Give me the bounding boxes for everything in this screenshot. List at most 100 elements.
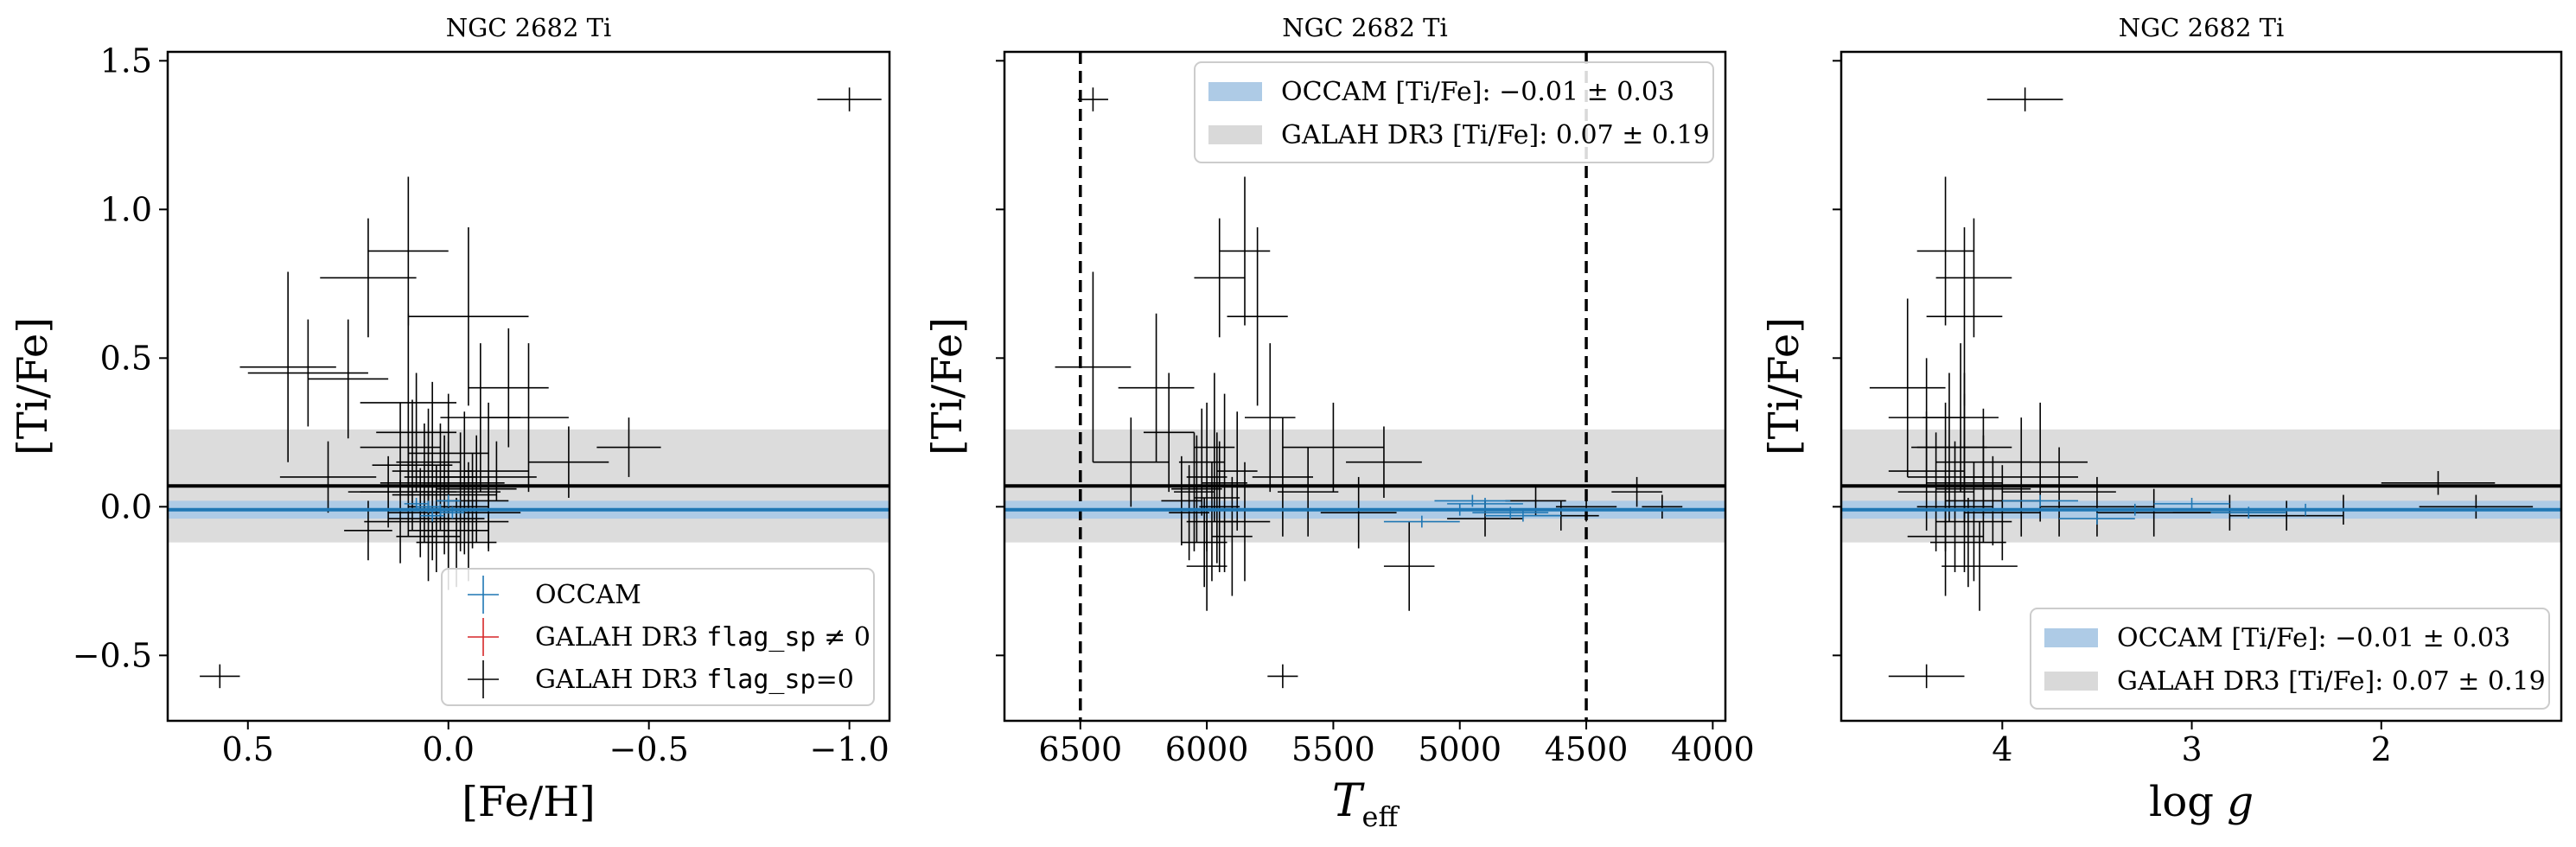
galah-point (596, 417, 661, 477)
galah-point (200, 664, 240, 689)
galah-point (1202, 393, 1247, 572)
x-tick-label: 4000 (1671, 730, 1755, 768)
axes-frame (166, 50, 891, 723)
legend-label: OCCAM (535, 580, 641, 610)
galah-point (428, 462, 509, 582)
legend-patch (1208, 125, 1262, 144)
legend-patch (2044, 628, 2098, 647)
occam-point (436, 494, 461, 507)
x-axis-label: Teff (1332, 775, 1400, 833)
x-tick-label: 0.0 (423, 730, 475, 768)
legend-label: OCCAM [Ti/Fe]: −0.01 ± 0.03 (1281, 77, 1674, 107)
x-axis-label: log g (2149, 778, 2254, 826)
galah-point (1930, 498, 2006, 588)
galah-point (2381, 471, 2496, 495)
galah-point (1888, 664, 1965, 689)
galah-point (1916, 176, 1974, 326)
legend-label: GALAH DR3 flag_sp ≠ 0 (535, 622, 870, 653)
y-tick-label: 1.5 (100, 41, 152, 80)
galah-point (1245, 343, 1296, 493)
legend-label: GALAH DR3 [Ti/Fe]: 0.07 ± 0.19 (1281, 120, 1710, 150)
galah-point (464, 441, 529, 501)
legend-entry: OCCAM (468, 576, 641, 614)
galah-point (1986, 87, 2063, 111)
galah-point (320, 218, 417, 338)
galah-point (348, 455, 429, 528)
legend-entry: GALAH DR3 [Ti/Fe]: 0.07 ± 0.19 (2044, 666, 2546, 697)
galah-point (1907, 476, 1984, 596)
legend-box (1194, 61, 1714, 163)
x-tick-label: 4500 (1545, 730, 1629, 768)
galah-point (2419, 494, 2534, 519)
occam-point (1434, 494, 1511, 507)
legend: OCCAM [Ti/Fe]: −0.01 ± 0.03 GALAH DR3 [Ti… (1194, 61, 1714, 163)
galah-point (1186, 521, 1227, 611)
galah-point (1383, 521, 1435, 611)
occam-point (2002, 494, 2079, 507)
legend-box (441, 568, 875, 706)
galah-point (1194, 373, 1235, 522)
x-axis-label: [Fe/H] (462, 778, 596, 826)
x-tick-label: 3 (2181, 730, 2202, 768)
y-axis-label: [Ti/Fe] (1760, 317, 1808, 455)
galah-point (360, 402, 441, 493)
x-tick-label: 2 (2371, 730, 2392, 768)
galah-point (1282, 402, 1384, 493)
panel-title: NGC 2682 Ti (1282, 13, 1448, 42)
axes-frame (1840, 50, 2563, 723)
galah-point (1911, 373, 1987, 522)
legend: OCCAM GALAH DR3 flag_sp ≠ 0 GALAH DR3 flag… (441, 568, 875, 706)
galah-point (1077, 87, 1108, 111)
galah-point (376, 373, 456, 493)
x-tick-label: 0.5 (222, 730, 274, 768)
occam-point (1485, 509, 1561, 522)
galah-point (1922, 343, 1999, 493)
legend-entry: OCCAM [Ti/Fe]: −0.01 ± 0.03 (1208, 77, 1674, 107)
occam-point (404, 498, 429, 510)
galah-point (392, 435, 497, 555)
legend-label: GALAH DR3 [Ti/Fe]: 0.07 ± 0.19 (2117, 666, 2546, 697)
panel-2: NGC 2682 Ti 6500 6000 5500 5000 4500 4000 Teff [… (923, 13, 1755, 833)
legend-patch (1208, 82, 1262, 101)
panel-title: NGC 2682 Ti (2119, 13, 2285, 42)
panel-title: NGC 2682 Ti (446, 13, 612, 42)
galah-point (1555, 492, 1617, 522)
plot-area (1004, 52, 1725, 721)
galah-point (1171, 435, 1222, 543)
occam-point (1447, 498, 1523, 510)
legend-patch (2044, 672, 2098, 691)
legend-entry: GALAH DR3 [Ti/Fe]: 0.07 ± 0.19 (1208, 120, 1710, 150)
legend-label: OCCAM [Ti/Fe]: −0.01 ± 0.03 (2117, 623, 2510, 653)
galah-point (1935, 218, 2012, 338)
legend-entry: GALAH DR3 flag_sp=0 (468, 660, 854, 698)
legend-entry: OCCAM [Ti/Fe]: −0.01 ± 0.03 (2044, 623, 2510, 653)
occam-point (2153, 498, 2230, 510)
y-tick-label: 0.0 (100, 487, 152, 525)
galah-point (1916, 441, 1993, 572)
x-tick-label: 6000 (1165, 730, 1249, 768)
galah-point (1055, 271, 1132, 462)
y-tick-label: −0.5 (73, 636, 152, 674)
galah-point (1267, 664, 1298, 689)
galah-point (367, 176, 449, 326)
galah-point (1143, 373, 1195, 493)
y-axis-label: [Ti/Fe] (9, 317, 57, 455)
panel-3: NGC 2682 Ti 4 3 2 log g [Ti/Fe] OCCAM [Ti/Fe]:… (1760, 13, 2563, 826)
galah-point (1926, 393, 2003, 572)
galah-point (1611, 476, 1662, 507)
galah-point (1252, 417, 1314, 537)
x-tick-label: 6500 (1038, 730, 1122, 768)
legend-entry: GALAH DR3 flag_sp ≠ 0 (468, 618, 870, 656)
galah-point (1174, 432, 1215, 551)
occam-point (420, 509, 445, 522)
plot-area (1841, 87, 2561, 689)
x-tick-label: −0.5 (609, 730, 689, 768)
galah-point (364, 480, 437, 564)
occam-point (2059, 513, 2135, 525)
y-tick-label: 0.5 (100, 339, 152, 377)
galah-point (1219, 176, 1271, 326)
y-tick-label: 1.0 (100, 190, 152, 228)
galah-point (1942, 521, 2018, 611)
y-axis-label: [Ti/Fe] (923, 317, 972, 455)
